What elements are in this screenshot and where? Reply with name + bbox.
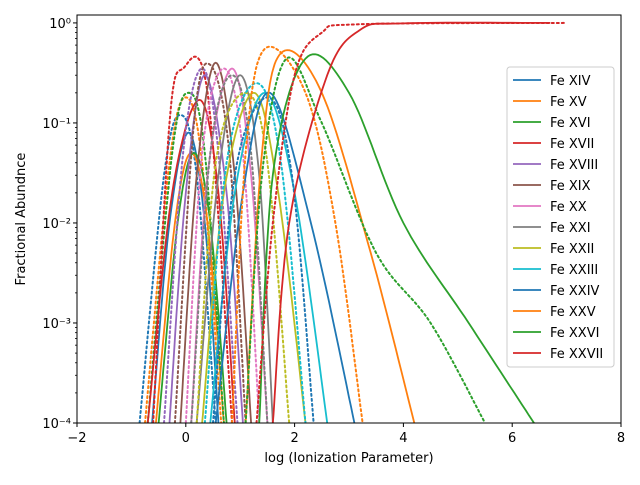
series-line-dotted-fe-xxii: [195, 91, 291, 423]
series-line-fe-xiv: [151, 131, 220, 423]
x-tick-label: 4: [399, 431, 407, 446]
series-line-fe-xxvi: [258, 53, 535, 423]
legend-label-fe-xix: Fe XIX: [550, 179, 591, 194]
series-line-dotted-fe-xx: [184, 67, 261, 423]
y-tick-label: 10⁻²: [42, 217, 71, 232]
series-line-dotted-fe-xviii: [163, 67, 239, 423]
legend-label-fe-xiv: Fe XIV: [550, 74, 591, 89]
legend-label-fe-xx: Fe XX: [550, 200, 587, 215]
y-tick-label: 10⁻¹: [42, 117, 71, 132]
legend-label-fe-xxiii: Fe XXIII: [550, 263, 598, 278]
y-axis: 10⁻⁴ 10⁻³ 10⁻² 10⁻¹ 10⁰: [42, 17, 77, 432]
legend-label-fe-xxi: Fe XXI: [550, 221, 591, 236]
legend-box: [506, 66, 615, 368]
series-line-fe-xix: [179, 61, 252, 423]
y-tick-label: 10⁻³: [42, 317, 71, 332]
y-tick-label: 10⁰: [49, 17, 71, 32]
series-line-dotted-fe-xxiii: [203, 82, 307, 423]
x-tick-label: 6: [508, 431, 516, 446]
y-axis-label: Fractional Abundnce: [14, 153, 29, 286]
legend-label-fe-xxvi: Fe XXVI: [550, 326, 599, 341]
legend-label-fe-xxiv: Fe XXIV: [550, 284, 600, 299]
legend-label-fe-xv: Fe XV: [550, 95, 587, 110]
series-line-dotted-fe-xiv: [138, 113, 217, 423]
legend-label-fe-xvi: Fe XVI: [550, 116, 591, 131]
y-tick-label: 10⁻⁴: [42, 417, 71, 432]
x-tick-label: −2: [67, 431, 86, 446]
legend-label-fe-xxv: Fe XXV: [550, 305, 596, 320]
series-line-fe-xxv: [244, 49, 416, 423]
series-layer: [138, 21, 568, 423]
legend: Fe XIV Fe XV Fe XVI Fe XVII Fe XVIII Fe XIX Fe…: [506, 66, 615, 368]
legend-label-fe-xviii: Fe XVIII: [550, 158, 598, 173]
x-axis: −2 0 2 4 6 8: [67, 423, 625, 446]
plot-frame: [76, 14, 622, 424]
series-line-fe-xvi: [157, 152, 228, 423]
legend-label-fe-xvii: Fe XVII: [550, 137, 594, 152]
x-tick-label: 8: [617, 431, 625, 446]
series-line-dotted-fe-xxv: [231, 45, 364, 423]
legend-label-fe-xxii: Fe XXII: [550, 242, 594, 257]
x-tick-label: 2: [290, 431, 298, 446]
series-line-dotted-fe-xxvi: [244, 56, 486, 423]
series-line-fe-xxiv: [214, 91, 356, 423]
x-axis-label: log (Ionization Parameter): [264, 451, 433, 466]
series-line-fe-xxi: [195, 74, 274, 423]
legend-label-fe-xxvii: Fe XXVII: [550, 347, 603, 362]
series-line-fe-xxvii: [271, 21, 551, 423]
x-tick-label: 0: [182, 431, 190, 446]
